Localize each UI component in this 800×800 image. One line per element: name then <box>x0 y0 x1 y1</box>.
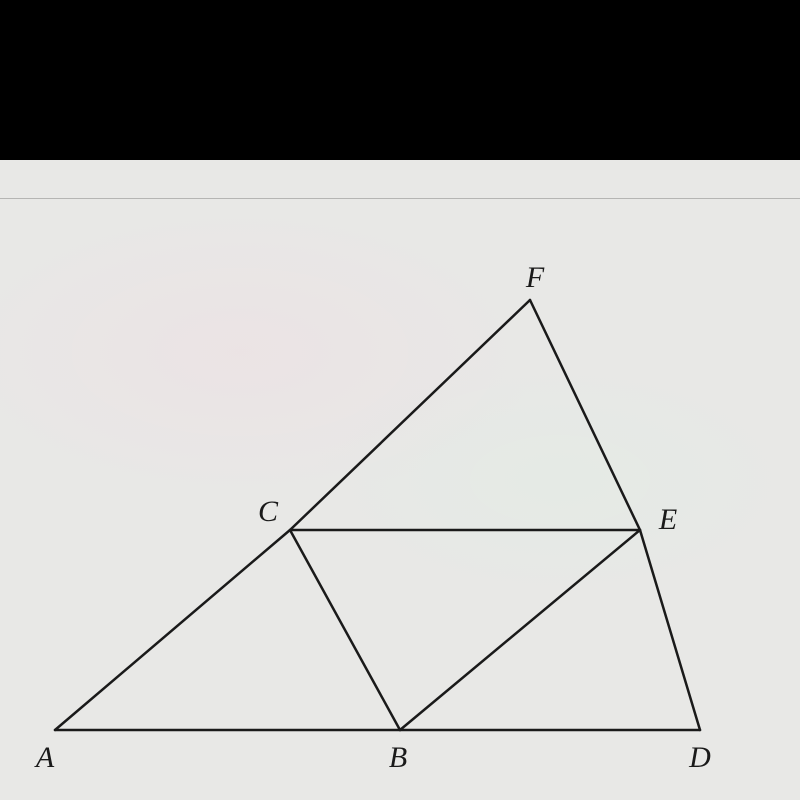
edge-B-E <box>400 530 640 730</box>
edge-A-C <box>55 530 290 730</box>
edge-E-F <box>530 300 640 530</box>
triangle-figure <box>0 160 800 800</box>
edge-C-F <box>290 300 530 530</box>
edge-D-E <box>640 530 700 730</box>
edge-C-B <box>290 530 400 730</box>
edges-group <box>55 300 700 730</box>
top-black-bar <box>0 0 800 160</box>
diagram-area: A B C D E F <box>0 160 800 800</box>
